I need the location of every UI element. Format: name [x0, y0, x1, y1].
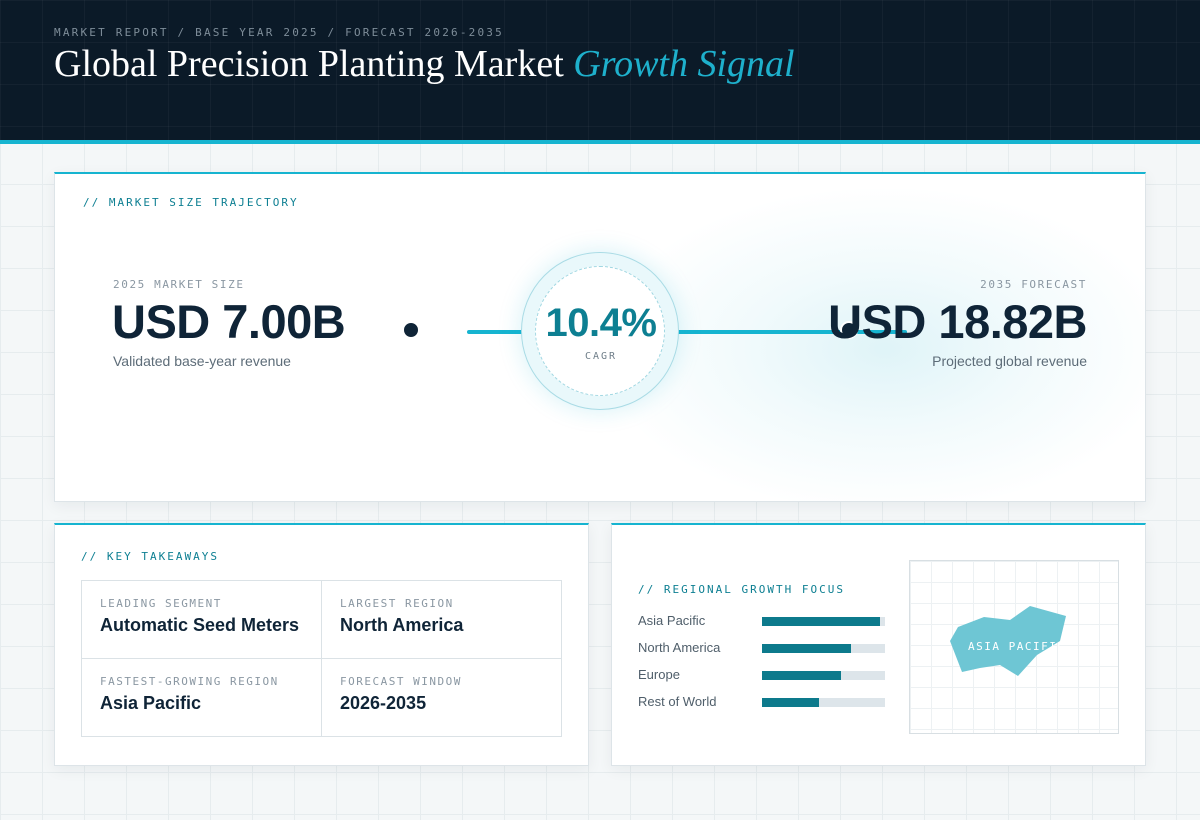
takeaway-key: FASTEST-GROWING REGION: [100, 675, 279, 688]
region-bar-fill: [762, 671, 841, 680]
report-header: MARKET REPORT / BASE YEAR 2025 / FORECAS…: [0, 0, 1200, 144]
market-size-trajectory-card: // MARKET SIZE TRAJECTORY 2025 MARKET SI…: [54, 172, 1146, 502]
title-accent: Growth Signal: [573, 43, 795, 85]
report-eyebrow: MARKET REPORT / BASE YEAR 2025 / FORECAS…: [54, 26, 504, 39]
forecast-label: 2035 FORECAST: [980, 278, 1087, 291]
grid-divider-horizontal: [82, 658, 561, 659]
region-bar-track: [762, 617, 885, 626]
cagr-label: CAGR: [584, 351, 618, 362]
region-bar-fill: [762, 644, 851, 653]
base-year-caption: Validated base-year revenue: [113, 353, 291, 369]
asia-pacific-map-icon: [950, 606, 1066, 676]
base-year-label: 2025 MARKET SIZE: [113, 278, 245, 291]
region-map: ASIA PACIFIC: [909, 560, 1119, 734]
takeaway-key: LEADING SEGMENT: [100, 597, 222, 610]
takeaway-key: FORECAST WINDOW: [340, 675, 462, 688]
asia-pacific-shape: [950, 606, 1066, 676]
region-row-rest-of-world: Rest of World: [638, 694, 888, 712]
base-year-value: USD 7.00B: [112, 295, 346, 348]
title-main: Global Precision Planting Market: [54, 43, 564, 85]
takeaway-key: LARGEST REGION: [340, 597, 454, 610]
takeaway-value: Asia Pacific: [100, 693, 202, 713]
trajectory-section-label: // MARKET SIZE TRAJECTORY: [83, 196, 299, 209]
forecast-glow: [595, 184, 1145, 501]
key-takeaways-card: // KEY TAKEAWAYS LEADING SEGMENT Automat…: [54, 523, 589, 766]
takeaways-grid: LEADING SEGMENT Automatic Seed Meters LA…: [81, 580, 562, 737]
base-year-dot: [402, 321, 420, 339]
region-bar-fill: [762, 698, 819, 707]
region-row-north-america: North America: [638, 640, 888, 658]
cagr-value: 10.4%: [545, 301, 657, 345]
takeaways-section-label: // KEY TAKEAWAYS: [81, 550, 219, 563]
regional-section-label: // REGIONAL GROWTH FOCUS: [638, 583, 845, 596]
region-row-asia-pacific: Asia Pacific: [638, 613, 888, 631]
takeaway-value: 2026-2035: [340, 693, 427, 713]
takeaway-largest-region: LARGEST REGION North America: [322, 581, 562, 659]
growth-connector-line: [467, 330, 907, 334]
region-name: North America: [638, 640, 721, 655]
forecast-value: USD 18.82B: [828, 295, 1087, 348]
takeaway-value: Automatic Seed Meters: [100, 615, 300, 635]
takeaway-forecast-window: FORECAST WINDOW 2026-2035: [322, 659, 562, 737]
region-bar-track: [762, 644, 885, 653]
region-row-europe: Europe: [638, 667, 888, 685]
takeaway-fastest-growing-region: FASTEST-GROWING REGION Asia Pacific: [82, 659, 322, 737]
region-bar-track: [762, 698, 885, 707]
takeaway-leading-segment: LEADING SEGMENT Automatic Seed Meters: [82, 581, 322, 659]
region-name: Europe: [638, 667, 680, 682]
forecast-dot: [840, 321, 858, 339]
region-name: Asia Pacific: [638, 613, 706, 628]
regional-growth-card: // REGIONAL GROWTH FOCUS Asia Pacific No…: [611, 523, 1146, 766]
region-name: Rest of World: [638, 694, 717, 709]
page-title: Global Precision Planting Market Growth …: [54, 42, 795, 86]
map-region-label: ASIA PACIFIC: [968, 640, 1066, 653]
cagr-ring: 10.4% CAGR: [521, 252, 679, 410]
region-bar-fill: [762, 617, 881, 626]
takeaway-value: North America: [340, 615, 464, 635]
cagr-ring-inner: 10.4% CAGR: [535, 266, 665, 396]
forecast-caption: Projected global revenue: [932, 353, 1087, 369]
region-bar-track: [762, 671, 885, 680]
